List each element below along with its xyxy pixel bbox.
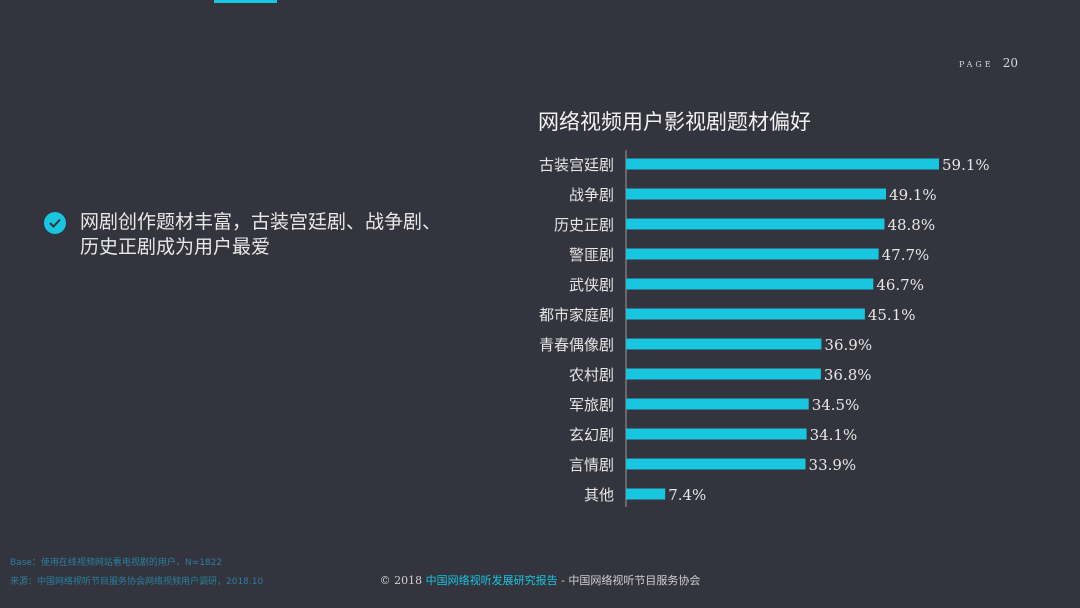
- key-finding-line2: 历史正剧成为用户最爱: [80, 236, 271, 258]
- category-label: 其他: [584, 486, 614, 504]
- bar: [626, 158, 939, 170]
- category-label: 农村剧: [569, 366, 614, 384]
- page-word: PAGE: [958, 60, 994, 69]
- footer: © 2018 中国网络视听发展研究报告 - 中国网络视听节目服务协会: [0, 572, 1080, 588]
- value-label: 36.8%: [824, 366, 872, 384]
- category-label: 青春偶像剧: [539, 336, 614, 354]
- key-finding-text: 网剧创作题材丰富，古装宫廷剧、战争剧、 历史正剧成为用户最爱: [80, 210, 441, 260]
- bar: [626, 368, 821, 380]
- bar: [626, 338, 822, 350]
- value-label: 34.5%: [812, 396, 860, 414]
- source-note: 来源：中国网络视听节目服务协会网络视频用户调研，2018.10: [10, 577, 264, 587]
- bar: [626, 218, 885, 230]
- category-label: 武侠剧: [569, 276, 614, 294]
- value-label: 46.7%: [876, 276, 924, 294]
- value-label: 45.1%: [868, 306, 916, 324]
- bar: [626, 398, 809, 410]
- category-label: 警匪剧: [569, 246, 614, 264]
- value-label: 36.9%: [824, 336, 872, 354]
- page-num: 20: [1002, 56, 1018, 70]
- category-label: 玄幻剧: [569, 426, 614, 444]
- value-label: 33.9%: [809, 456, 857, 474]
- key-finding-line1: 网剧创作题材丰富，古装宫廷剧、战争剧、: [80, 211, 442, 233]
- footer-copyright: © 2018: [379, 574, 426, 587]
- bar: [626, 278, 874, 290]
- bar: [626, 188, 887, 200]
- bar: [626, 458, 806, 470]
- category-label: 古装宫廷剧: [539, 156, 614, 174]
- value-label: 59.1%: [942, 156, 990, 174]
- category-label: 历史正剧: [554, 216, 614, 234]
- key-finding: 网剧创作题材丰富，古装宫廷剧、战争剧、 历史正剧成为用户最爱: [44, 210, 474, 260]
- bar: [626, 428, 807, 440]
- category-label: 言情剧: [569, 456, 614, 474]
- value-label: 7.4%: [668, 486, 706, 504]
- category-label: 军旅剧: [569, 396, 614, 414]
- value-label: 48.8%: [887, 216, 935, 234]
- value-label: 34.1%: [810, 426, 858, 444]
- top-accent-bar: [214, 0, 277, 3]
- check-icon: [44, 212, 66, 234]
- category-label: 战争剧: [569, 186, 614, 204]
- bar: [626, 488, 666, 500]
- category-label: 都市家庭剧: [539, 306, 614, 324]
- bar: [626, 308, 865, 320]
- footer-report-link[interactable]: 中国网络视听发展研究报告: [425, 574, 558, 587]
- base-note: Base：使用在线视频网站看电视剧的用户，N=1822: [10, 558, 223, 568]
- bar: [626, 248, 879, 260]
- footer-org: 中国网络视听节目服务协会: [568, 574, 701, 587]
- value-label: 47.7%: [882, 246, 930, 264]
- footer-separator: -: [557, 574, 569, 587]
- chart-title: 网络视频用户影视剧题材偏好: [538, 110, 811, 134]
- value-label: 49.1%: [889, 186, 937, 204]
- page-number: PAGE 20: [959, 52, 1018, 71]
